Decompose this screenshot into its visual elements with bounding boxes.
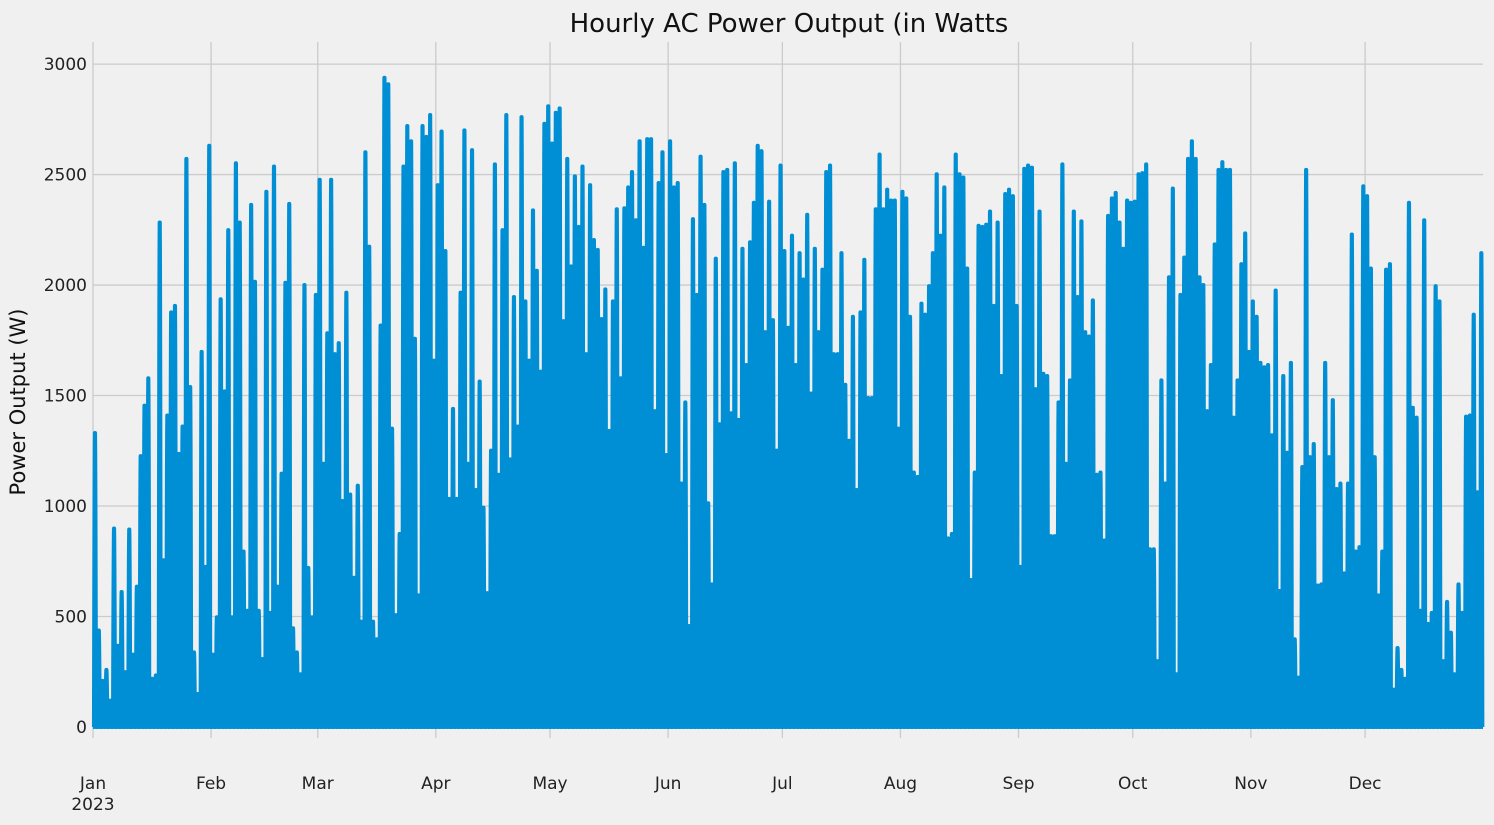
series-line xyxy=(91,75,1485,729)
x-tick-label: Aug xyxy=(884,774,917,794)
y-tick-label: 0 xyxy=(76,718,87,738)
series-layer xyxy=(91,75,1485,729)
x-tick-label: Nov xyxy=(1234,774,1267,794)
x-tick-label: Jan xyxy=(79,774,106,794)
x-tick-label: Feb xyxy=(196,774,226,794)
x-tick-label: Sep xyxy=(1002,774,1034,794)
y-tick-label: 1500 xyxy=(44,387,87,407)
x-tick-labels: Jan Feb Mar Apr May Jun Jul Aug Sep Oct Nov Dec xyxy=(79,774,1382,794)
y-tick-label: 2500 xyxy=(44,166,87,186)
x-tick-label: Oct xyxy=(1118,774,1148,794)
x-tick-label: Mar xyxy=(302,774,334,794)
x-tick-label: Apr xyxy=(421,774,450,794)
chart-title: Hourly AC Power Output (in Watts xyxy=(570,9,1009,39)
y-tick-label: 2000 xyxy=(44,276,87,296)
y-tick-label: 1000 xyxy=(44,497,87,517)
y-axis-label: Power Output (W) xyxy=(6,309,30,496)
y-tick-label: 500 xyxy=(55,607,87,627)
x-tick-label: May xyxy=(532,774,567,794)
x-tick-year: 2023 xyxy=(71,795,114,815)
x-tick-label: Jun xyxy=(654,774,682,794)
x-tick-label: Dec xyxy=(1349,774,1382,794)
x-tick-label: Jul xyxy=(771,774,793,794)
y-tick-labels: 0 500 1000 1500 2000 2500 3000 xyxy=(44,55,87,738)
y-tick-label: 3000 xyxy=(44,55,87,75)
